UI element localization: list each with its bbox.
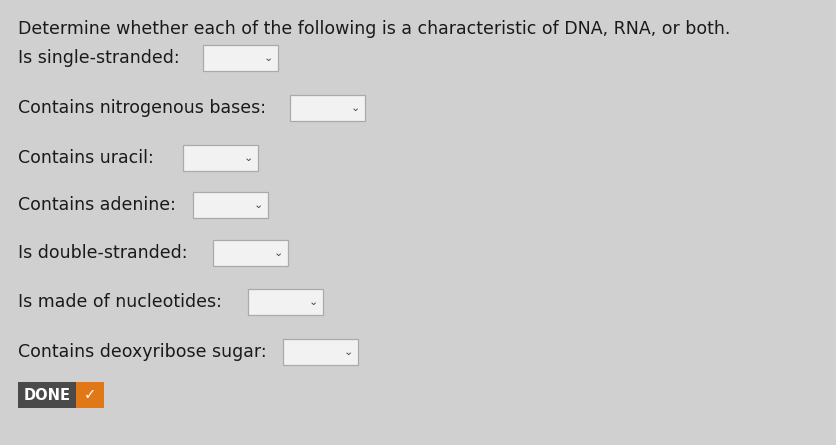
Text: Contains nitrogenous bases:: Contains nitrogenous bases:	[18, 99, 266, 117]
Text: Is double-stranded:: Is double-stranded:	[18, 244, 187, 262]
Text: ⌄: ⌄	[243, 153, 252, 163]
Text: Is single-stranded:: Is single-stranded:	[18, 49, 180, 67]
Text: Is made of nucleotides:: Is made of nucleotides:	[18, 293, 222, 311]
Bar	[76, 382, 104, 408]
Bar	[18, 382, 76, 408]
Text: Contains adenine:: Contains adenine:	[18, 196, 176, 214]
Text: ✓: ✓	[84, 388, 96, 402]
Text: ⌄: ⌄	[263, 53, 273, 63]
Text: ⌄: ⌄	[273, 248, 283, 258]
Bar	[283, 339, 358, 365]
Text: DONE: DONE	[23, 388, 70, 402]
Text: Determine whether each of the following is a characteristic of DNA, RNA, or both: Determine whether each of the following …	[18, 20, 730, 38]
Bar	[289, 95, 364, 121]
Text: ⌄: ⌄	[343, 347, 352, 357]
Bar	[212, 240, 288, 266]
Bar	[247, 289, 323, 315]
Text: ⌄: ⌄	[308, 297, 318, 307]
Text: ⌄: ⌄	[350, 103, 359, 113]
Bar	[193, 192, 268, 218]
Text: ⌄: ⌄	[253, 200, 263, 210]
Text: Contains deoxyribose sugar:: Contains deoxyribose sugar:	[18, 343, 267, 361]
Text: Contains uracil:: Contains uracil:	[18, 149, 154, 167]
Bar	[183, 145, 257, 171]
Bar	[203, 45, 278, 71]
